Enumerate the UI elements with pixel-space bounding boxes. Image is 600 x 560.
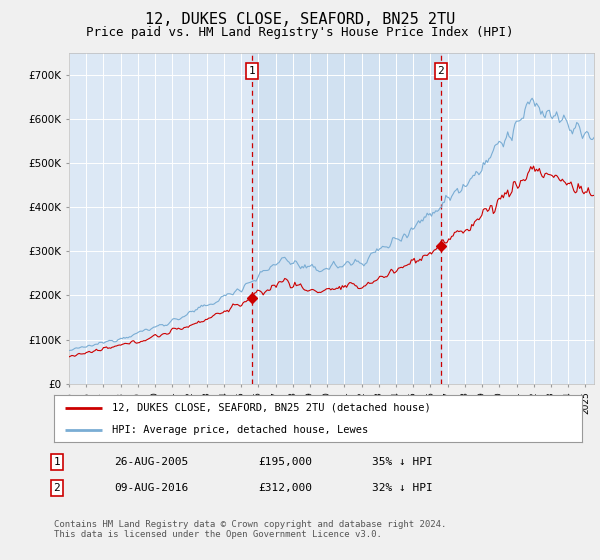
Text: 2: 2	[53, 483, 61, 493]
Text: 35% ↓ HPI: 35% ↓ HPI	[372, 457, 433, 467]
Text: 26-AUG-2005: 26-AUG-2005	[114, 457, 188, 467]
Text: £312,000: £312,000	[258, 483, 312, 493]
Text: 12, DUKES CLOSE, SEAFORD, BN25 2TU (detached house): 12, DUKES CLOSE, SEAFORD, BN25 2TU (deta…	[112, 403, 431, 413]
Text: 2: 2	[437, 66, 444, 76]
Text: 1: 1	[53, 457, 61, 467]
Text: 32% ↓ HPI: 32% ↓ HPI	[372, 483, 433, 493]
Text: £195,000: £195,000	[258, 457, 312, 467]
Bar	[253, 53, 441, 384]
Text: 12, DUKES CLOSE, SEAFORD, BN25 2TU: 12, DUKES CLOSE, SEAFORD, BN25 2TU	[145, 12, 455, 27]
Text: Contains HM Land Registry data © Crown copyright and database right 2024.
This d: Contains HM Land Registry data © Crown c…	[54, 520, 446, 539]
Text: Price paid vs. HM Land Registry's House Price Index (HPI): Price paid vs. HM Land Registry's House …	[86, 26, 514, 39]
Text: 09-AUG-2016: 09-AUG-2016	[114, 483, 188, 493]
Text: 1: 1	[249, 66, 256, 76]
Text: HPI: Average price, detached house, Lewes: HPI: Average price, detached house, Lewe…	[112, 424, 368, 435]
